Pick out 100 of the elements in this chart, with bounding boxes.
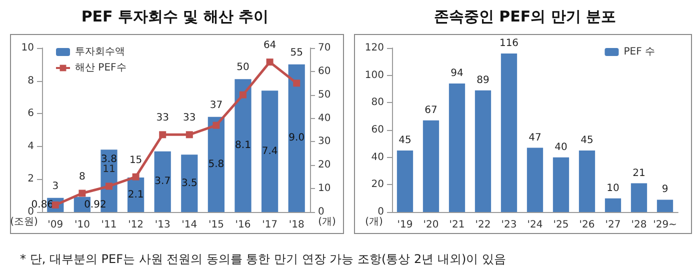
y2-tick-label: 30: [318, 136, 331, 148]
chart-title: 존속중인 PEF의 만기 분포: [434, 8, 616, 26]
bar: [396, 150, 414, 212]
bar: [208, 116, 225, 212]
y-tick-label: 20: [371, 179, 384, 190]
data-label: 3.8: [101, 154, 117, 166]
chart-title: PEF 투자회수 및 해산 추이: [81, 8, 269, 26]
x-tick-label: '11: [101, 220, 117, 230]
data-label: 5.8: [208, 158, 224, 170]
y2-tick-label: 20: [318, 160, 331, 171]
data-label: 67: [424, 104, 438, 116]
data-label: 33: [156, 112, 169, 124]
x-tick-label: '28: [631, 220, 647, 230]
data-label: 9.0: [288, 132, 305, 144]
y2-tick-label: 10: [318, 183, 331, 194]
x-tick-label: '17: [262, 220, 278, 230]
bar: [288, 64, 305, 212]
y-tick-label: 0: [378, 206, 384, 218]
legend-label: 해산 PEF수: [75, 62, 126, 74]
data-label: 47: [528, 132, 542, 144]
point: [240, 91, 246, 98]
data-label: 3.7: [154, 176, 171, 188]
point: [186, 131, 193, 138]
y-tick-label: 2: [28, 174, 34, 185]
data-label: 7.4: [262, 146, 278, 157]
data-label: 3: [52, 180, 59, 192]
x-tick-label: '09: [48, 220, 64, 230]
y-tick-label: 60: [371, 124, 384, 136]
data-label: 89: [476, 74, 490, 86]
y-tick-label: 40: [371, 152, 384, 163]
x-tick-label: '20: [423, 220, 439, 230]
bar: [526, 148, 544, 212]
bar: [604, 198, 622, 212]
x-tick-label: '15: [208, 220, 224, 230]
y-tick-label: 120: [364, 42, 384, 54]
bar: [500, 53, 518, 212]
x-tick-label: '16: [235, 220, 251, 230]
data-label: 10: [606, 182, 620, 194]
data-label: 64: [263, 40, 276, 52]
point: [293, 80, 300, 87]
y2-tick-label: 40: [318, 112, 331, 124]
data-label: 50: [236, 62, 250, 74]
x-tick-label: '12: [128, 220, 144, 230]
y2-tick-label: 70: [318, 42, 331, 54]
y-tick-label: 100: [364, 70, 384, 81]
data-label: 55: [290, 47, 303, 58]
y-tick-label: 4: [28, 140, 34, 152]
y-tick-label: 8: [28, 75, 34, 86]
data-label: 45: [398, 135, 412, 146]
data-label: 45: [580, 135, 594, 146]
data-label: 21: [632, 168, 646, 179]
data-label: 2.1: [128, 189, 144, 200]
x-tick-label: '23: [501, 220, 517, 230]
x-tick-label: '14: [182, 220, 198, 230]
data-label: 8.1: [235, 140, 251, 152]
point: [78, 190, 86, 197]
data-label: 9: [662, 184, 668, 196]
x-tick-label: '26: [579, 220, 595, 230]
data-label: 3.5: [181, 178, 198, 189]
y-tick-label: 10: [21, 42, 34, 54]
x-tick-label: '27: [605, 220, 621, 230]
data-label: 37: [210, 100, 223, 111]
point: [212, 122, 220, 129]
y-axis-title: (개): [365, 216, 383, 228]
y-axis-title: (조원): [10, 216, 38, 228]
x-tick-label: '21: [449, 220, 465, 230]
x-tick-label: '19: [397, 220, 413, 230]
bar: [630, 183, 648, 212]
point: [106, 182, 112, 190]
data-label: 33: [183, 112, 196, 124]
bar: [422, 120, 440, 212]
y-tick-label: 6: [28, 108, 34, 120]
bar: [154, 151, 171, 212]
data-label: 94: [450, 68, 464, 80]
y2-tick-label: 50: [318, 89, 331, 100]
bar: [448, 84, 466, 212]
data-label: 15: [129, 154, 142, 166]
x-tick-label: '18: [288, 220, 304, 230]
x-tick-label: '24: [527, 220, 543, 230]
text: * 단, 대부분의 PEF는 사원 전원의 동의를 통한 만기 연장 가능 조항(통상 2년 내외)이 있음: [20, 251, 506, 268]
y2-tick-label: 0: [318, 206, 324, 218]
x-tick-label: '25: [553, 220, 569, 230]
bar: [261, 90, 278, 212]
data-label: 8: [79, 171, 86, 182]
y-tick-label: 80: [371, 97, 384, 108]
x-tick-label: '10: [74, 220, 90, 230]
bar: [656, 200, 674, 212]
y2-axis-title: (개): [318, 216, 336, 228]
legend-label: 투자회수액: [75, 46, 125, 58]
point: [266, 58, 274, 66]
bar: [578, 150, 596, 212]
data-label: 11: [102, 164, 116, 176]
y-tick-label: 0: [28, 206, 34, 218]
x-tick-label: '29~: [653, 220, 677, 230]
bar: [474, 90, 492, 212]
bar: [181, 154, 198, 212]
legend-label: PEF 수: [624, 46, 655, 58]
bar: [552, 157, 570, 212]
x-tick-label: '22: [475, 220, 491, 230]
x-tick-label: '13: [154, 220, 170, 230]
